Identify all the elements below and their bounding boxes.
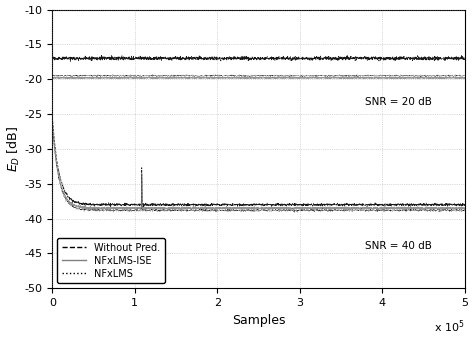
Text: SNR = 40 dB: SNR = 40 dB — [365, 241, 432, 251]
Y-axis label: $E_D$ [dB]: $E_D$ [dB] — [6, 126, 22, 172]
Text: SNR = 20 dB: SNR = 20 dB — [365, 97, 432, 107]
Text: x 10$^5$: x 10$^5$ — [434, 319, 465, 336]
Legend: Without Pred., NFxLMS-ISE, NFxLMS: Without Pred., NFxLMS-ISE, NFxLMS — [57, 238, 165, 283]
X-axis label: Samples: Samples — [232, 314, 285, 327]
